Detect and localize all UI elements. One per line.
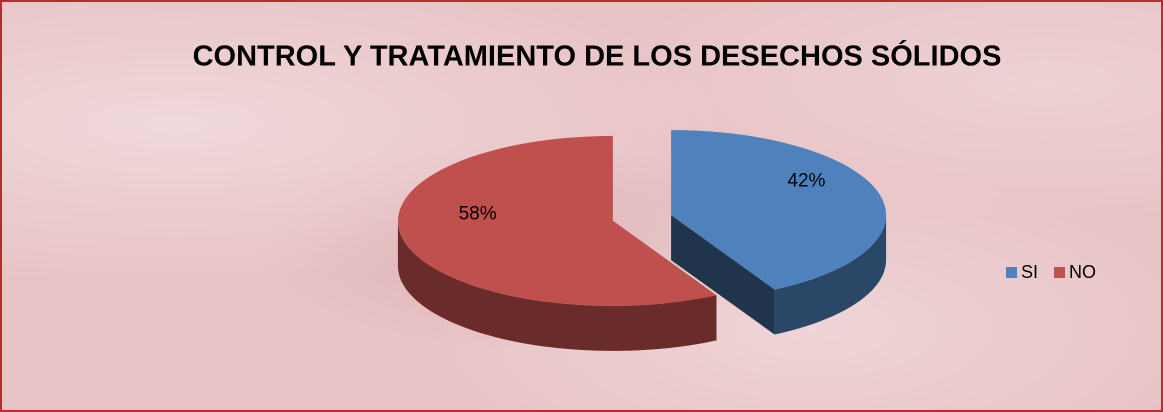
slice-cut-face — [671, 215, 775, 335]
data-label: 58% — [459, 204, 497, 225]
legend-label: SI — [1021, 262, 1038, 282]
legend-swatch — [1054, 267, 1066, 278]
legend-swatch — [1006, 267, 1017, 278]
slice — [398, 135, 717, 306]
chart-title: CONTROL Y TRATAMIENTO DE LOS DESECHOS SÓ… — [193, 39, 1002, 73]
slice-side — [397, 220, 717, 351]
data-label: 42% — [787, 170, 825, 191]
legend-label: NO — [1069, 262, 1096, 282]
slice — [671, 130, 886, 290]
slice-side — [774, 215, 887, 335]
